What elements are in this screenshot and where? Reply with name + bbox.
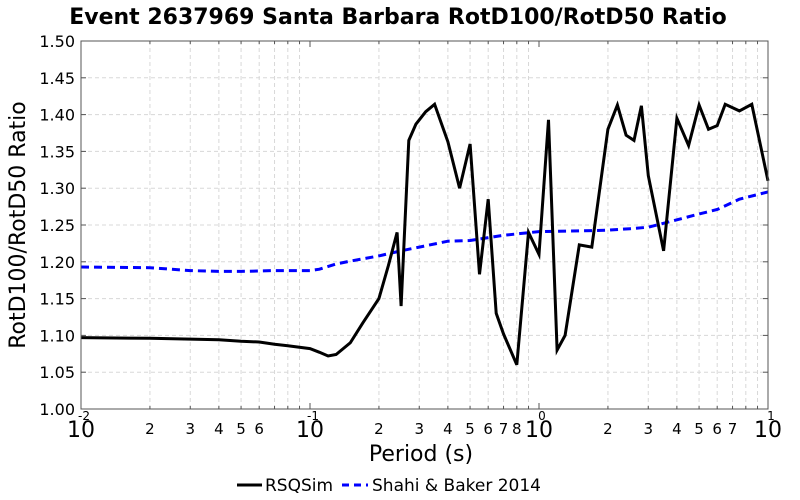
y-tick-label: 1.00 (39, 400, 75, 419)
x-tick-exponent: -2 (78, 409, 90, 423)
y-tick-label: 1.05 (39, 363, 75, 382)
x-major-tick-label: 10 (525, 418, 553, 443)
y-tick-label: 1.10 (39, 326, 75, 345)
x-major-tick-label: 10 (296, 418, 324, 443)
tick-marks (80, 40, 768, 410)
x-minor-tick-label: 4 (214, 420, 224, 438)
x-axis-label: Period (s) (369, 442, 473, 467)
x-minor-tick-label: 4 (443, 420, 453, 438)
x-tick-exponent: 0 (538, 409, 546, 423)
x-minor-tick-label: 2 (145, 420, 155, 438)
x-minor-tick-label: 3 (414, 420, 424, 438)
y-tick-label: 1.25 (39, 216, 75, 235)
x-minor-tick-label: 7 (728, 420, 738, 438)
x-major-tick-label: 10 (67, 418, 95, 443)
x-minor-tick-label: 2 (603, 420, 613, 438)
legend: RSQSim Shahi & Baker 2014 (237, 476, 541, 496)
x-minor-tick-label: 4 (672, 420, 682, 438)
x-minor-tick-label: 6 (483, 420, 493, 438)
x-tick-labels: 10-210-1100101234562345678234567234567 (67, 409, 782, 443)
x-minor-tick-label: 3 (643, 420, 653, 438)
y-tick-label: 1.35 (39, 142, 75, 161)
y-tick-labels: 1.00 1.05 1.10 1.15 1.20 1.25 1.30 1.35 1.40 1.45… (39, 32, 75, 419)
y-tick-label: 1.45 (39, 69, 75, 88)
series-layer (80, 100, 770, 366)
chart-title: Event 2637969 Santa Barbara RotD100/RotD… (69, 5, 727, 30)
y-tick-label: 1.30 (39, 179, 75, 198)
y-axis-label: RotD100/RotD50 Ratio (6, 101, 31, 349)
x-minor-tick-label: 2 (374, 420, 384, 438)
y-tick-label: 1.20 (39, 253, 75, 272)
legend-label-shahi: Shahi & Baker 2014 (372, 476, 541, 496)
x-minor-tick-label: 8 (512, 420, 522, 438)
x-minor-tick-label: 5 (465, 420, 475, 438)
rsqsim-line (80, 100, 770, 366)
y-tick-label: 1.50 (39, 32, 75, 51)
x-minor-tick-label: 6 (254, 420, 264, 438)
x-major-tick-label: 10 (754, 418, 782, 443)
x-tick-exponent: -1 (307, 409, 319, 423)
shahi-baker-line (80, 190, 769, 273)
x-minor-tick-label: 5 (694, 420, 704, 438)
x-minor-tick-label: 6 (712, 420, 722, 438)
x-tick-exponent: 1 (767, 409, 775, 423)
y-tick-label: 1.40 (39, 106, 75, 125)
y-tick-label: 1.15 (39, 290, 75, 309)
legend-label-rsqsim: RSQSim (265, 476, 333, 496)
x-minor-tick-label: 3 (185, 420, 195, 438)
x-minor-tick-label: 7 (499, 420, 509, 438)
x-minor-tick-label: 5 (236, 420, 246, 438)
